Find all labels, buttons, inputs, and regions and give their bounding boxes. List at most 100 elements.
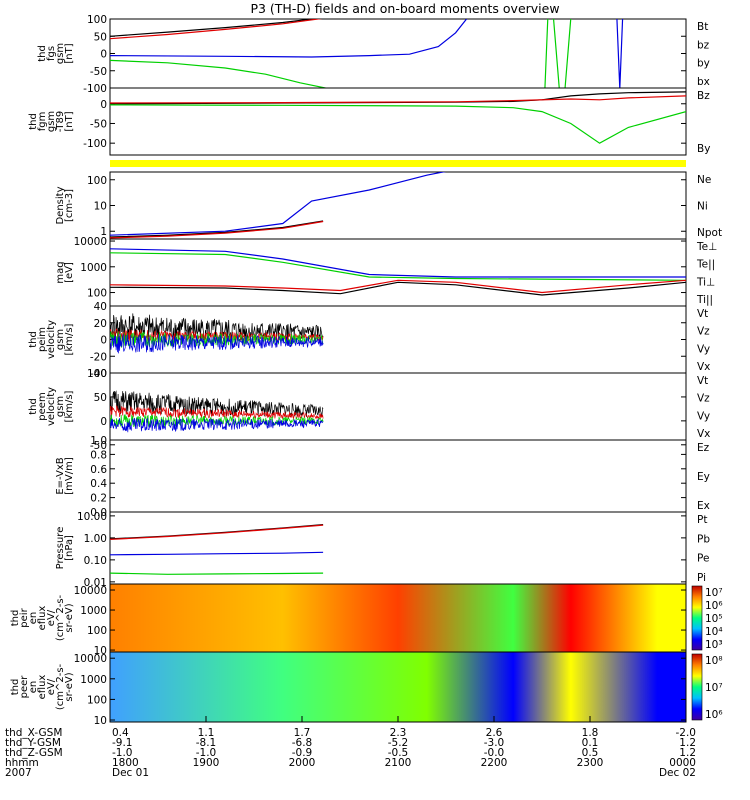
colorbar bbox=[691, 585, 703, 651]
ylabel-line: gsm bbox=[55, 43, 66, 64]
ytick-label: -50 bbox=[90, 66, 107, 78]
xaxis-value: 2300 bbox=[577, 757, 604, 769]
series-line-Vz bbox=[110, 404, 324, 420]
ylabel-line: thd bbox=[10, 679, 21, 696]
colorbar-tick: 10⁶ bbox=[705, 600, 723, 612]
ytick-label: 50 bbox=[94, 31, 107, 43]
legend-entry: Pe bbox=[697, 553, 709, 565]
ytick-label: 0.10 bbox=[84, 555, 107, 567]
ylabel-line: eV/ bbox=[46, 678, 57, 695]
xaxis-value: -1.0 bbox=[112, 747, 133, 759]
legend-entry: Vx bbox=[697, 428, 710, 440]
ylabel-line: peim bbox=[37, 327, 48, 352]
legend-entry: Ey bbox=[697, 471, 710, 483]
xaxis-row-label: thd_Y-GSM bbox=[5, 737, 61, 749]
series-line-Bz bbox=[110, 95, 686, 104]
spectrogram-peir bbox=[110, 584, 686, 652]
ylabel-line: velocity bbox=[46, 387, 57, 426]
spectrogram-peer bbox=[110, 652, 686, 722]
legend-entry: Pi bbox=[697, 572, 706, 584]
colorbar-tick: 10⁶ bbox=[705, 709, 723, 721]
legend-entry: Vy bbox=[697, 410, 710, 422]
legend-entry: Bz bbox=[697, 90, 710, 102]
xaxis-value: 2.3 bbox=[390, 727, 407, 739]
ylabel-line: sr-eV) bbox=[64, 672, 75, 701]
ylabel-line: thd bbox=[10, 610, 21, 627]
legend-entry: Ti|| bbox=[696, 294, 713, 306]
panel-frame bbox=[109, 511, 687, 585]
ylabel-line: sr-eV) bbox=[64, 603, 75, 632]
ytick-label: 10000 bbox=[74, 585, 107, 597]
xaxis-value: -0.9 bbox=[292, 747, 313, 759]
series-line-Te|| bbox=[110, 281, 686, 296]
xaxis-value: 1.1 bbox=[198, 727, 215, 739]
legend-entry: Vy bbox=[697, 343, 710, 355]
legend-entry: Ni bbox=[697, 201, 708, 213]
ylabel-line: gsm bbox=[46, 111, 57, 132]
ytick-label: 1.0 bbox=[90, 435, 107, 447]
ytick-label: -40 bbox=[90, 368, 107, 380]
legend-entry: bx bbox=[697, 76, 710, 88]
series-line-Bt bbox=[110, 19, 317, 37]
colorbar-tick: 10⁵ bbox=[705, 613, 723, 625]
ytick-label: 0.2 bbox=[90, 493, 107, 505]
ylabel-line: [mV/m] bbox=[64, 457, 75, 495]
series-line-Te⊥ bbox=[110, 279, 686, 294]
legend-entry: Vz bbox=[697, 326, 710, 338]
ylabel-line: Density bbox=[55, 186, 66, 224]
ylabel-line: eflux bbox=[37, 606, 48, 631]
legend-entry: Vt bbox=[697, 308, 708, 320]
ylabel-line: fgm bbox=[37, 112, 48, 132]
series-line-Pi bbox=[110, 551, 324, 556]
xaxis-value: 0.5 bbox=[582, 747, 599, 759]
ytick-label: -50 bbox=[90, 118, 107, 130]
separator-bar bbox=[110, 160, 686, 167]
xaxis-row-label: thd_X-GSM bbox=[5, 727, 62, 739]
ylabel-line: gsm bbox=[55, 396, 66, 417]
series-line-Npot bbox=[110, 172, 447, 236]
xaxis-value: 0.4 bbox=[112, 727, 129, 739]
ytick-label: 0.01 bbox=[84, 577, 107, 589]
series-line-Vx bbox=[110, 417, 324, 433]
ytick-label: 1000 bbox=[80, 262, 107, 274]
xaxis-year: 2007 bbox=[5, 767, 32, 779]
series-line-bx bbox=[110, 19, 624, 88]
legend-entry: Vt bbox=[697, 375, 708, 387]
xaxis-value: 1.2 bbox=[679, 747, 696, 759]
ytick-label: 0.6 bbox=[90, 464, 107, 476]
legend-entry: by bbox=[697, 58, 710, 70]
ylabel-line: [eV] bbox=[64, 262, 75, 283]
panel-pressure: 10.00 1.00 0.10 0.01 Pressure[nPa] Pt Pb Pe Pi bbox=[55, 511, 710, 589]
ytick-label: 0 bbox=[100, 99, 107, 111]
ytick-label: -100 bbox=[83, 83, 107, 95]
series-line-Ni bbox=[110, 220, 324, 238]
xaxis-value: -0.0 bbox=[484, 747, 505, 759]
xaxis-value: 0000 bbox=[669, 757, 696, 769]
ytick-label: -100 bbox=[83, 138, 107, 150]
panel-efield: 1.0 0.8 0.6 0.4 0.2 0.0 E=-VxB[mV/m] Ez Ey Ex bbox=[55, 435, 710, 519]
legend-entry: Te⊥ bbox=[696, 241, 717, 253]
legend-entry: Vz bbox=[697, 393, 710, 405]
xaxis-value: 1900 bbox=[193, 757, 220, 769]
colorbar-tick: 10⁴ bbox=[705, 626, 723, 638]
legend-entry: bz bbox=[697, 39, 710, 51]
ytick-label: -50 bbox=[90, 440, 107, 452]
xaxis-end-date: Dec 02 bbox=[659, 767, 696, 779]
legend-entry: Npot bbox=[697, 227, 722, 239]
series-line-Pt bbox=[110, 524, 324, 540]
xaxis-value: 2.6 bbox=[486, 727, 503, 739]
ylabel-line: fgs bbox=[46, 46, 57, 61]
ylabel-line: eV/ bbox=[46, 609, 57, 626]
colorbar-tick: 10⁷ bbox=[705, 587, 723, 599]
ylabel-line: (cm^2-s- bbox=[55, 663, 66, 710]
ytick-label: 1.00 bbox=[84, 533, 107, 545]
ylabel-line: peem bbox=[37, 392, 48, 420]
xaxis-value: -2.0 bbox=[676, 727, 697, 739]
legend-entry: Te|| bbox=[696, 259, 715, 271]
xaxis-value: 2000 bbox=[289, 757, 316, 769]
xaxis-value: 1.2 bbox=[679, 737, 696, 749]
ytick-label: 100 bbox=[87, 288, 107, 300]
xaxis-value: 1.8 bbox=[582, 727, 599, 739]
